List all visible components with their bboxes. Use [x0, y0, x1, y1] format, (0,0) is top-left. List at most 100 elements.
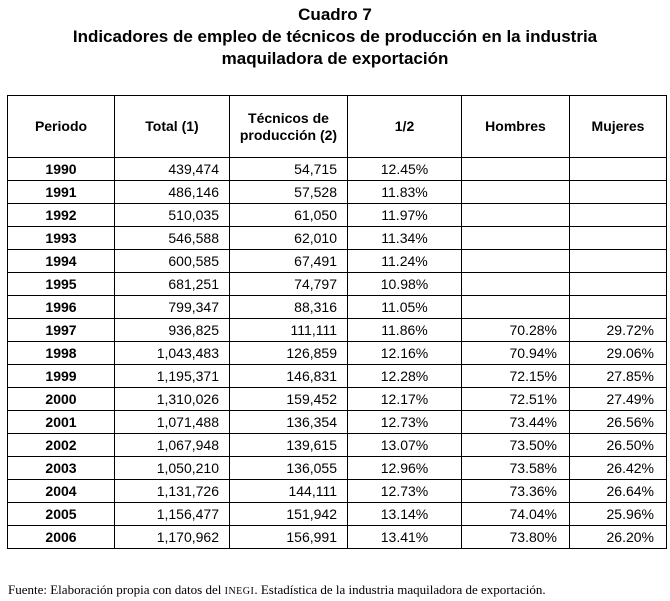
- cell-tecnicos: 57,528: [229, 180, 348, 204]
- table-row: 2006 1,170,962 156,991 13.41% 73.80% 26.20%: [7, 525, 667, 549]
- cell-hombres: [461, 249, 570, 273]
- cell-ratio: 12.16%: [347, 341, 462, 365]
- cell-tecnicos: 62,010: [229, 226, 348, 250]
- caption-number: Cuadro 7: [298, 5, 372, 24]
- cell-hombres: [461, 203, 570, 227]
- cell-periodo: 1999: [7, 364, 115, 388]
- table-row: 1999 1,195,371 146,831 12.28% 72.15% 27.85%: [7, 364, 667, 388]
- cell-tecnicos: 159,452: [229, 387, 348, 411]
- cell-ratio: 12.73%: [347, 479, 462, 503]
- cell-hombres: [461, 180, 570, 204]
- cell-periodo: 2005: [7, 502, 115, 526]
- table-caption: Cuadro 7 Indicadores de empleo de técnic…: [0, 4, 670, 70]
- cell-tecnicos: 156,991: [229, 525, 348, 549]
- cell-tecnicos: 61,050: [229, 203, 348, 227]
- cell-periodo: 2000: [7, 387, 115, 411]
- cell-mujeres: [569, 272, 667, 296]
- cell-mujeres: [569, 180, 667, 204]
- caption-title-line-2: maquiladora de exportación: [221, 49, 449, 68]
- cell-hombres: 74.04%: [461, 502, 570, 526]
- cell-hombres: 70.94%: [461, 341, 570, 365]
- cell-mujeres: 27.85%: [569, 364, 667, 388]
- cell-tecnicos: 146,831: [229, 364, 348, 388]
- table-row: 1995 681,251 74,797 10.98%: [7, 272, 667, 296]
- cell-total: 1,310,026: [114, 387, 230, 411]
- cell-ratio: 12.28%: [347, 364, 462, 388]
- cell-ratio: 11.34%: [347, 226, 462, 250]
- source-org: INEGI: [224, 586, 255, 597]
- source-suffix: . Estadística de la industria maquilador…: [254, 582, 546, 597]
- cell-hombres: 73.44%: [461, 410, 570, 434]
- cell-total: 1,067,948: [114, 433, 230, 457]
- employment-table: Periodo Total (1) Técnicos de producción…: [7, 95, 667, 549]
- cell-total: 546,588: [114, 226, 230, 250]
- cell-total: 1,071,488: [114, 410, 230, 434]
- table-row: 1992 510,035 61,050 11.97%: [7, 203, 667, 227]
- cell-ratio: 10.98%: [347, 272, 462, 296]
- header-total: Total (1): [114, 95, 230, 158]
- table-row: 1996 799,347 88,316 11.05%: [7, 295, 667, 319]
- table-row: 2003 1,050,210 136,055 12.96% 73.58% 26.42%: [7, 456, 667, 480]
- table-row: 1993 546,588 62,010 11.34%: [7, 226, 667, 250]
- cell-mujeres: [569, 295, 667, 319]
- cell-tecnicos: 74,797: [229, 272, 348, 296]
- header-mujeres: Mujeres: [569, 95, 667, 158]
- header-tecnicos: Técnicos de producción (2): [229, 95, 348, 158]
- cell-tecnicos: 136,354: [229, 410, 348, 434]
- table-row: 1990 439,474 54,715 12.45%: [7, 157, 667, 181]
- cell-mujeres: [569, 249, 667, 273]
- cell-mujeres: 29.06%: [569, 341, 667, 365]
- cell-hombres: [461, 157, 570, 181]
- cell-periodo: 1996: [7, 295, 115, 319]
- cell-ratio: 12.45%: [347, 157, 462, 181]
- cell-hombres: 73.36%: [461, 479, 570, 503]
- cell-tecnicos: 88,316: [229, 295, 348, 319]
- cell-hombres: [461, 295, 570, 319]
- table-row: 2000 1,310,026 159,452 12.17% 72.51% 27.49%: [7, 387, 667, 411]
- cell-periodo: 1991: [7, 180, 115, 204]
- cell-ratio: 11.86%: [347, 318, 462, 342]
- cell-tecnicos: 111,111: [229, 318, 348, 342]
- cell-periodo: 2001: [7, 410, 115, 434]
- cell-hombres: [461, 272, 570, 296]
- cell-periodo: 1990: [7, 157, 115, 181]
- header-hombres: Hombres: [461, 95, 570, 158]
- cell-ratio: 11.83%: [347, 180, 462, 204]
- table-body: 1990 439,474 54,715 12.45% 1991 486,146 57,528…: [7, 157, 667, 549]
- cell-periodo: 1995: [7, 272, 115, 296]
- cell-total: 1,170,962: [114, 525, 230, 549]
- table-row: 2001 1,071,488 136,354 12.73% 73.44% 26.56%: [7, 410, 667, 434]
- header-ratio: 1/2: [347, 95, 462, 158]
- cell-hombres: [461, 226, 570, 250]
- cell-total: 1,131,726: [114, 479, 230, 503]
- cell-hombres: 72.15%: [461, 364, 570, 388]
- cell-tecnicos: 136,055: [229, 456, 348, 480]
- cell-ratio: 13.41%: [347, 525, 462, 549]
- cell-ratio: 13.07%: [347, 433, 462, 457]
- cell-mujeres: [569, 203, 667, 227]
- cell-total: 936,825: [114, 318, 230, 342]
- cell-ratio: 11.97%: [347, 203, 462, 227]
- table-row: 1997 936,825 111,111 11.86% 70.28% 29.72%: [7, 318, 667, 342]
- table-row: 1991 486,146 57,528 11.83%: [7, 180, 667, 204]
- cell-ratio: 12.73%: [347, 410, 462, 434]
- cell-periodo: 2003: [7, 456, 115, 480]
- cell-tecnicos: 67,491: [229, 249, 348, 273]
- cell-mujeres: 26.50%: [569, 433, 667, 457]
- cell-tecnicos: 54,715: [229, 157, 348, 181]
- cell-total: 681,251: [114, 272, 230, 296]
- table-row: 1998 1,043,483 126,859 12.16% 70.94% 29.06%: [7, 341, 667, 365]
- cell-periodo: 1992: [7, 203, 115, 227]
- cell-periodo: 1994: [7, 249, 115, 273]
- cell-ratio: 12.17%: [347, 387, 462, 411]
- table-row: 1994 600,585 67,491 11.24%: [7, 249, 667, 273]
- cell-periodo: 1997: [7, 318, 115, 342]
- table-row: 2002 1,067,948 139,615 13.07% 73.50% 26.50%: [7, 433, 667, 457]
- cell-hombres: 73.58%: [461, 456, 570, 480]
- cell-mujeres: 25.96%: [569, 502, 667, 526]
- cell-periodo: 1998: [7, 341, 115, 365]
- cell-total: 600,585: [114, 249, 230, 273]
- cell-tecnicos: 144,111: [229, 479, 348, 503]
- cell-mujeres: 26.20%: [569, 525, 667, 549]
- table-row: 2005 1,156,477 151,942 13.14% 74.04% 25.96%: [7, 502, 667, 526]
